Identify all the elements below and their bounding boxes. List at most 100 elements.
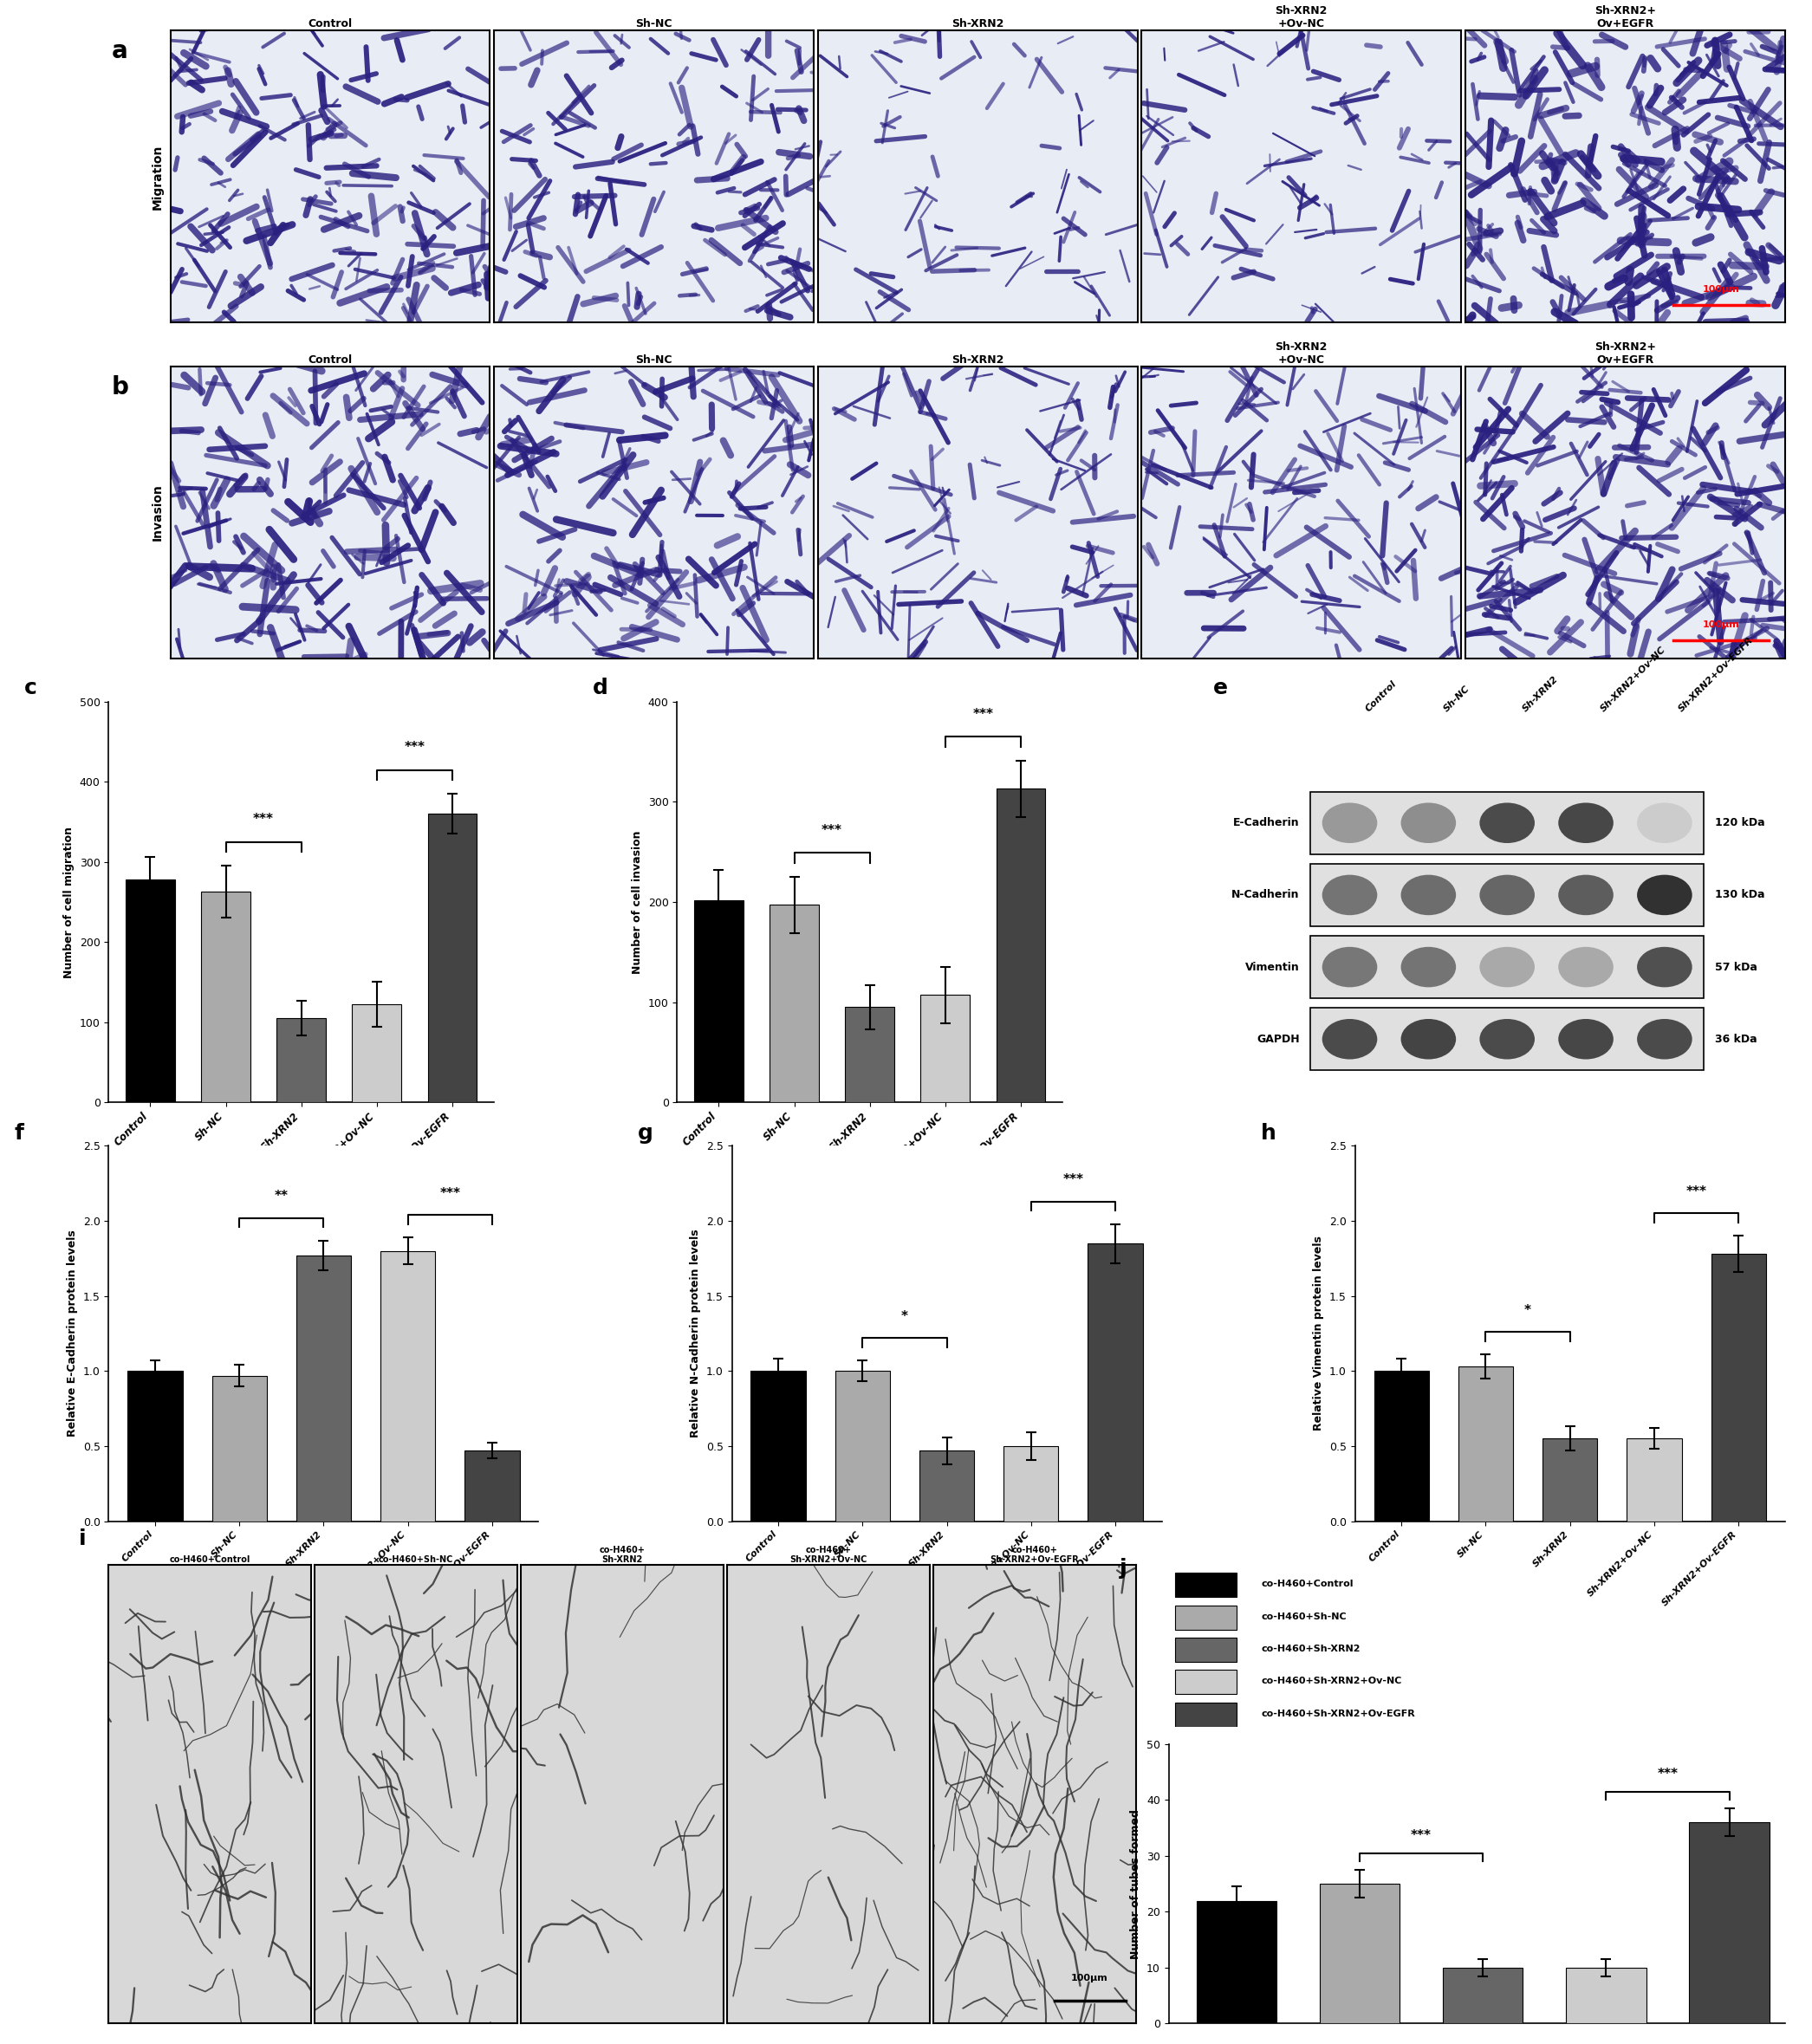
Text: Sh-NC: Sh-NC bbox=[1442, 685, 1471, 713]
Bar bbox=[201, 891, 250, 1102]
Ellipse shape bbox=[1323, 1020, 1377, 1059]
Title: co-H460+
Sh-XRN2+Ov-EGFR: co-H460+ Sh-XRN2+Ov-EGFR bbox=[989, 1545, 1080, 1564]
Text: Sh-XRN2+Ov-NC: Sh-XRN2+Ov-NC bbox=[1598, 646, 1667, 713]
Ellipse shape bbox=[1636, 875, 1692, 916]
Text: 120 kDa: 120 kDa bbox=[1714, 818, 1765, 828]
Text: co-H460+Sh-NC: co-H460+Sh-NC bbox=[1261, 1613, 1346, 1621]
Title: Sh-NC: Sh-NC bbox=[636, 18, 672, 31]
Text: GAPDH: GAPDH bbox=[1256, 1034, 1299, 1044]
Bar bbox=[295, 1255, 352, 1521]
Bar bbox=[1196, 1901, 1276, 2024]
Title: Sh-XRN2
+Ov-NC: Sh-XRN2 +Ov-NC bbox=[1276, 341, 1328, 366]
Ellipse shape bbox=[1480, 946, 1535, 987]
Title: Sh-NC: Sh-NC bbox=[636, 354, 672, 366]
Y-axis label: Relative N-Cadherin protein levels: Relative N-Cadherin protein levels bbox=[690, 1228, 701, 1437]
Bar bbox=[1174, 1670, 1236, 1694]
Title: Control: Control bbox=[308, 354, 352, 366]
Bar bbox=[212, 1376, 266, 1521]
Text: 57 kDa: 57 kDa bbox=[1714, 961, 1758, 973]
Title: Sh-XRN2: Sh-XRN2 bbox=[951, 18, 1004, 31]
Bar bbox=[1319, 1885, 1399, 2024]
Text: ***: *** bbox=[1064, 1173, 1084, 1186]
Ellipse shape bbox=[1323, 946, 1377, 987]
Y-axis label: Relative Vimentin protein levels: Relative Vimentin protein levels bbox=[1314, 1237, 1325, 1431]
Bar bbox=[125, 879, 174, 1102]
Ellipse shape bbox=[1323, 803, 1377, 842]
Text: j: j bbox=[1120, 1558, 1127, 1580]
Text: co-H460+Sh-XRN2+Ov-EGFR: co-H460+Sh-XRN2+Ov-EGFR bbox=[1261, 1709, 1415, 1717]
Ellipse shape bbox=[1401, 1020, 1457, 1059]
Y-axis label: Number of cell migration: Number of cell migration bbox=[63, 826, 74, 977]
Text: Control: Control bbox=[1364, 679, 1399, 713]
Text: 100μm: 100μm bbox=[1071, 1975, 1107, 1983]
Title: Sh-XRN2+
Ov+EGFR: Sh-XRN2+ Ov+EGFR bbox=[1595, 6, 1656, 31]
Text: ***: *** bbox=[254, 814, 274, 826]
Bar bbox=[428, 814, 477, 1102]
Text: E-Cadherin: E-Cadherin bbox=[1234, 818, 1299, 828]
Text: i: i bbox=[78, 1529, 85, 1549]
Title: Sh-XRN2: Sh-XRN2 bbox=[951, 354, 1004, 366]
Text: 100μm: 100μm bbox=[1703, 619, 1740, 630]
Bar bbox=[1627, 1439, 1682, 1521]
Text: ***: *** bbox=[1658, 1768, 1678, 1780]
Ellipse shape bbox=[1401, 946, 1457, 987]
Text: 36 kDa: 36 kDa bbox=[1714, 1034, 1758, 1044]
Title: co-H460+
Sh-XRN2+Ov-NC: co-H460+ Sh-XRN2+Ov-NC bbox=[790, 1545, 868, 1564]
Text: c: c bbox=[24, 679, 36, 699]
Bar bbox=[1373, 1372, 1430, 1521]
Title: Sh-XRN2
+Ov-NC: Sh-XRN2 +Ov-NC bbox=[1276, 6, 1328, 31]
Title: Control: Control bbox=[308, 18, 352, 31]
Text: co-H460+Sh-XRN2: co-H460+Sh-XRN2 bbox=[1261, 1645, 1361, 1654]
Text: h: h bbox=[1261, 1124, 1276, 1145]
Y-axis label: Number of tubes formed: Number of tubes formed bbox=[1131, 1809, 1142, 1958]
Bar bbox=[1310, 791, 1703, 854]
Ellipse shape bbox=[1401, 875, 1457, 916]
Bar bbox=[844, 1008, 895, 1102]
Text: co-H460+Control: co-H460+Control bbox=[1261, 1580, 1354, 1588]
Bar bbox=[1174, 1703, 1236, 1727]
Ellipse shape bbox=[1558, 946, 1613, 987]
Ellipse shape bbox=[1558, 803, 1613, 842]
Text: Vimentin: Vimentin bbox=[1245, 961, 1299, 973]
Text: Migration: Migration bbox=[152, 143, 163, 208]
Bar bbox=[1689, 1823, 1769, 2024]
Bar bbox=[920, 995, 969, 1102]
Bar bbox=[997, 789, 1046, 1102]
Bar bbox=[694, 899, 743, 1102]
Text: g: g bbox=[638, 1124, 652, 1145]
Title: co-H460+
Sh-XRN2: co-H460+ Sh-XRN2 bbox=[600, 1545, 645, 1564]
Text: 100μm: 100μm bbox=[1703, 284, 1740, 294]
Text: b: b bbox=[112, 374, 129, 399]
Text: ***: *** bbox=[973, 707, 993, 722]
Bar bbox=[381, 1251, 435, 1521]
Text: Invasion: Invasion bbox=[152, 484, 163, 542]
Text: ***: *** bbox=[404, 740, 426, 754]
Ellipse shape bbox=[1636, 1020, 1692, 1059]
Bar bbox=[1004, 1445, 1058, 1521]
Bar bbox=[1310, 865, 1703, 926]
Text: 130 kDa: 130 kDa bbox=[1714, 889, 1765, 901]
Ellipse shape bbox=[1636, 803, 1692, 842]
Ellipse shape bbox=[1558, 1020, 1613, 1059]
Text: e: e bbox=[1214, 679, 1229, 699]
Text: N-Cadherin: N-Cadherin bbox=[1232, 889, 1299, 901]
Text: Sh-XRN2: Sh-XRN2 bbox=[1520, 675, 1560, 713]
Text: d: d bbox=[593, 679, 609, 699]
Text: ***: *** bbox=[440, 1188, 460, 1200]
Text: *: * bbox=[1524, 1304, 1531, 1316]
Text: ***: *** bbox=[821, 824, 843, 836]
Bar bbox=[1542, 1439, 1598, 1521]
Text: ***: *** bbox=[1412, 1829, 1431, 1842]
Title: co-H460+Sh-NC: co-H460+Sh-NC bbox=[379, 1555, 453, 1564]
Text: co-H460+Sh-XRN2+Ov-NC: co-H460+Sh-XRN2+Ov-NC bbox=[1261, 1676, 1402, 1686]
Bar bbox=[835, 1372, 890, 1521]
Ellipse shape bbox=[1480, 875, 1535, 916]
Bar bbox=[1310, 1008, 1703, 1071]
Text: Sh-XRN2+Ov-EGFR: Sh-XRN2+Ov-EGFR bbox=[1676, 636, 1756, 713]
Ellipse shape bbox=[1636, 946, 1692, 987]
Text: a: a bbox=[112, 39, 129, 63]
Text: f: f bbox=[14, 1124, 24, 1145]
Bar bbox=[1174, 1605, 1236, 1629]
Bar bbox=[1310, 936, 1703, 997]
Bar bbox=[352, 1004, 400, 1102]
